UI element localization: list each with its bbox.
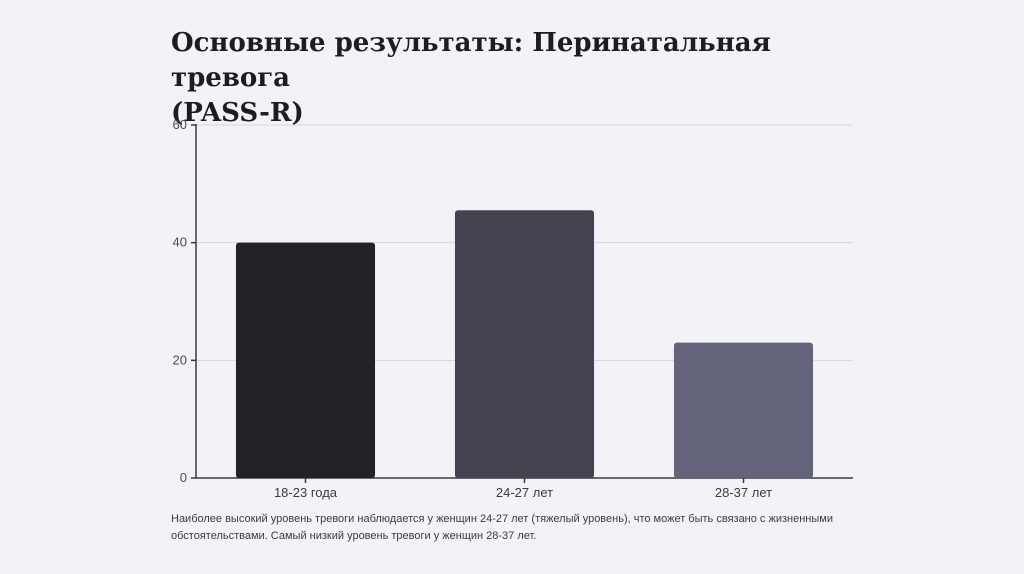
y-tick-label-2: 40 <box>173 235 187 250</box>
bar-2 <box>454 210 595 478</box>
slide-title-line1: Основные результаты: Перинатальная трево… <box>171 28 771 93</box>
x-tick-label-2: 24-27 лет <box>496 485 553 500</box>
bar-1 <box>235 242 376 478</box>
y-tick-label-1: 20 <box>173 352 187 367</box>
slide-title-line2: (PASS-R) <box>171 98 304 128</box>
slide-title: Основные результаты: Перинатальная трево… <box>171 26 871 131</box>
bar-3 <box>673 342 814 478</box>
x-tick-label-1: 18-23 года <box>274 485 338 500</box>
x-tick-label-3: 28-37 лет <box>715 485 772 500</box>
y-tick-label-3: 60 <box>173 117 187 132</box>
chart-caption: Наиболее высокий уровень тревоги наблюда… <box>171 513 833 542</box>
y-tick-label-0: 0 <box>180 470 187 485</box>
